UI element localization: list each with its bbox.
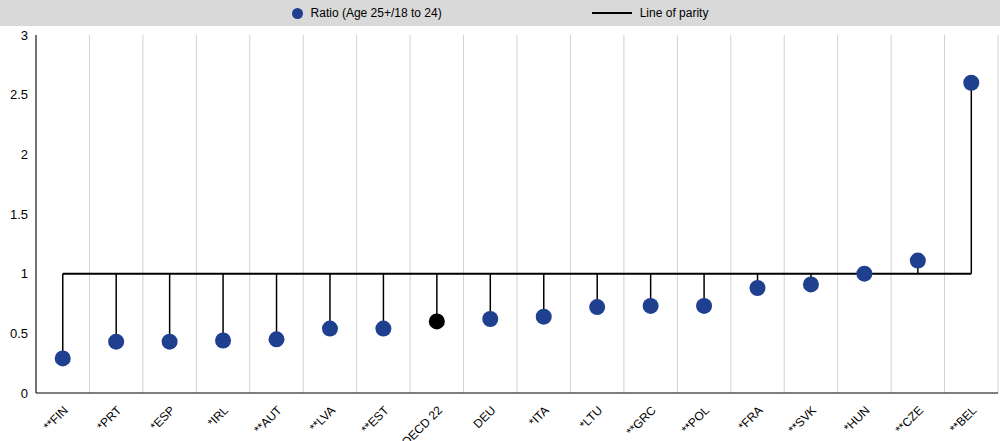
svg-text:*ESP: *ESP bbox=[148, 403, 178, 433]
svg-text:**POL: **POL bbox=[679, 403, 713, 437]
svg-text:*FRA: *FRA bbox=[735, 403, 765, 433]
html-text:Ratio (Age 25+/18 to 24): Ratio (Age 25+/18 to 24) bbox=[310, 6, 442, 20]
svg-text:**LVA: **LVA bbox=[307, 403, 338, 434]
svg-text:3: 3 bbox=[21, 28, 28, 43]
svg-text:1.5: 1.5 bbox=[10, 207, 28, 222]
svg-text:*ITA: *ITA bbox=[526, 403, 552, 429]
svg-text:*HUN: *HUN bbox=[841, 403, 873, 435]
svg-text:**EST: **EST bbox=[359, 403, 392, 436]
svg-text:**BEL: **BEL bbox=[947, 403, 980, 436]
svg-text:1: 1 bbox=[21, 266, 28, 281]
svg-text:0.5: 0.5 bbox=[10, 326, 28, 341]
svg-text:*LTU: *LTU bbox=[577, 403, 606, 432]
svg-text:**CZE: **CZE bbox=[893, 403, 926, 436]
svg-text:*PRT: *PRT bbox=[94, 403, 124, 433]
svg-text:0: 0 bbox=[21, 386, 28, 401]
svg-text:*IRL: *IRL bbox=[205, 403, 232, 430]
svg-text:2.5: 2.5 bbox=[10, 87, 28, 102]
svg-text:DEU: DEU bbox=[471, 403, 499, 431]
svg-text:**SVK: **SVK bbox=[786, 403, 819, 436]
html-text:Line of parity: Line of parity bbox=[639, 6, 709, 20]
svg-text:**GRC: **GRC bbox=[623, 403, 659, 439]
svg-text:**FIN: **FIN bbox=[41, 403, 71, 433]
svg-text:**AUT: **AUT bbox=[251, 403, 285, 437]
svg-text:OECD 22: OECD 22 bbox=[399, 403, 445, 441]
svg-text:2: 2 bbox=[21, 147, 28, 162]
